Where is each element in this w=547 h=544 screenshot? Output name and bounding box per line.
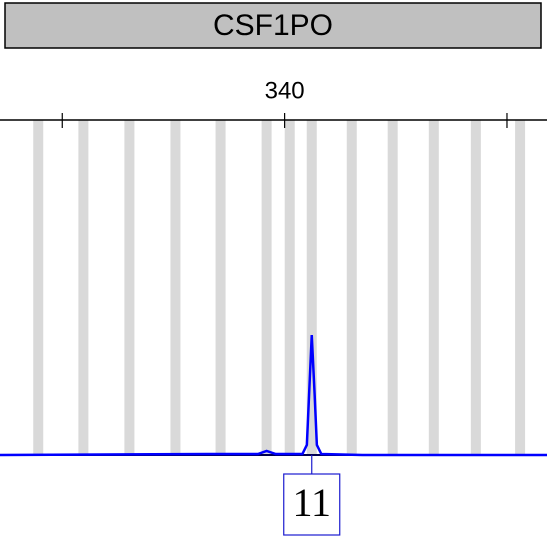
allele-bin	[387, 120, 398, 455]
x-tick-label: 340	[265, 77, 305, 104]
allele-bin	[124, 120, 135, 455]
allele-call-label: 11	[292, 480, 331, 525]
allele-bin	[33, 120, 44, 455]
allele-bin	[428, 120, 439, 455]
allele-bin	[284, 120, 295, 455]
allele-bin	[215, 120, 226, 455]
allele-call-box	[283, 473, 341, 536]
trace	[0, 335, 547, 457]
allele-bin	[261, 120, 272, 455]
allele-bin	[515, 120, 526, 455]
title-bar	[4, 2, 542, 49]
allele-bin	[470, 120, 481, 455]
allele-bin	[306, 120, 317, 455]
chart-title: CSF1PO	[213, 9, 333, 42]
allele-bin	[346, 120, 357, 455]
allele-bin	[170, 120, 181, 455]
allele-bin	[78, 120, 89, 455]
